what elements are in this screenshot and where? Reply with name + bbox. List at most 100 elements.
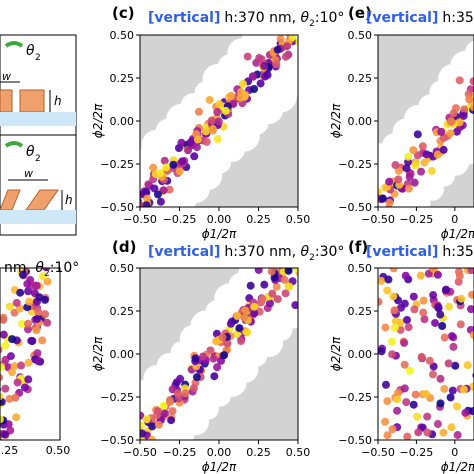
data-point (402, 398, 411, 407)
data-point (461, 408, 470, 417)
data-point (384, 275, 393, 284)
data-point (437, 127, 446, 136)
data-point (413, 130, 422, 139)
data-point (381, 380, 390, 389)
data-point (233, 312, 242, 321)
x-tick-label: −0.25 (163, 213, 197, 226)
data-point (469, 331, 474, 340)
data-point (300, 263, 308, 271)
schematic-width-label: w (24, 167, 33, 180)
data-point (201, 127, 210, 136)
data-point (175, 167, 184, 176)
data-point (385, 177, 394, 186)
data-point (393, 395, 402, 404)
panel-d: (d) [vertical] h:370 nm, θ2:30° −0.50 −0.25 0… (91, 238, 344, 474)
data-point (213, 363, 222, 372)
data-point (17, 361, 26, 370)
data-point (387, 337, 396, 346)
data-point (288, 26, 296, 34)
data-point (442, 285, 451, 294)
x-tick-label: 0.00 (207, 213, 232, 226)
y-tick-label: −0.50 (100, 201, 134, 214)
data-point (24, 287, 33, 296)
data-point (190, 152, 199, 161)
data-point (159, 401, 168, 410)
data-point (260, 280, 269, 289)
data-point (404, 323, 413, 332)
data-point (272, 282, 281, 291)
schematic-height-label: h (65, 193, 73, 207)
data-point (165, 185, 174, 194)
data-point (425, 356, 434, 365)
data-point (455, 76, 464, 85)
data-point (34, 308, 43, 317)
data-point (402, 164, 411, 173)
pillar-right (19, 89, 45, 113)
panel-title: [vertical]h:3500 (366, 244, 474, 260)
data-point (250, 84, 259, 93)
data-point (280, 275, 289, 284)
data-point (11, 393, 20, 402)
data-point (149, 163, 158, 172)
data-point (394, 175, 403, 184)
data-point (390, 323, 399, 332)
data-point (140, 429, 147, 438)
data-point (404, 184, 413, 193)
data-point (167, 416, 176, 425)
data-point (184, 146, 193, 155)
data-point (0, 363, 6, 372)
panel-title: [vertical] h:370 nm, θ2:10° (148, 10, 344, 29)
data-point (159, 186, 168, 195)
data-point (191, 354, 200, 363)
data-point (177, 138, 186, 147)
data-point (265, 299, 274, 308)
y-tick-label: −0.25 (100, 158, 134, 171)
data-point (433, 420, 442, 429)
data-point (246, 281, 255, 290)
data-point (254, 268, 263, 274)
data-point (409, 400, 418, 409)
panel-e: (e)[vertical]h:3500 −0.50 −0.25 0 −0.50 −0.25… (329, 4, 474, 241)
data-point (143, 194, 152, 203)
data-point (400, 299, 409, 308)
data-point (148, 422, 157, 431)
data-point (414, 428, 423, 437)
y-tick-label: 0.00 (110, 348, 135, 361)
schematic-angle-label: θ (26, 43, 35, 59)
x-tick-label: −0.50 (123, 446, 157, 459)
data-point (379, 194, 388, 203)
data-point (400, 338, 409, 347)
y-tick-label: 0.25 (348, 72, 373, 85)
panel-title: nm, θ2:10° (4, 260, 79, 279)
data-point (416, 271, 425, 280)
data-point (6, 352, 15, 361)
data-point (241, 306, 250, 315)
pillar-left (0, 89, 13, 113)
data-point (10, 362, 19, 371)
data-point (227, 91, 236, 100)
data-point (429, 370, 438, 379)
schematic-angle-sub: 2 (35, 53, 41, 63)
data-point (16, 288, 25, 297)
data-point (235, 324, 244, 333)
data-point (5, 394, 14, 403)
data-point (250, 309, 259, 318)
data-point (260, 62, 269, 71)
data-point (33, 248, 41, 256)
x-tick-label: −0.25 (400, 446, 434, 459)
data-point (186, 138, 195, 147)
schematic-angle-label: θ (26, 144, 35, 160)
data-point (409, 292, 418, 301)
data-point (140, 200, 144, 207)
data-point (273, 45, 282, 54)
panel-title: [vertical]h:3500 (366, 10, 474, 26)
data-point (267, 268, 276, 276)
data-point (385, 198, 394, 207)
data-point (0, 436, 3, 440)
data-point (39, 272, 48, 281)
data-point (455, 271, 464, 280)
data-point (429, 268, 438, 273)
data-point (25, 297, 34, 306)
data-point (417, 167, 426, 176)
